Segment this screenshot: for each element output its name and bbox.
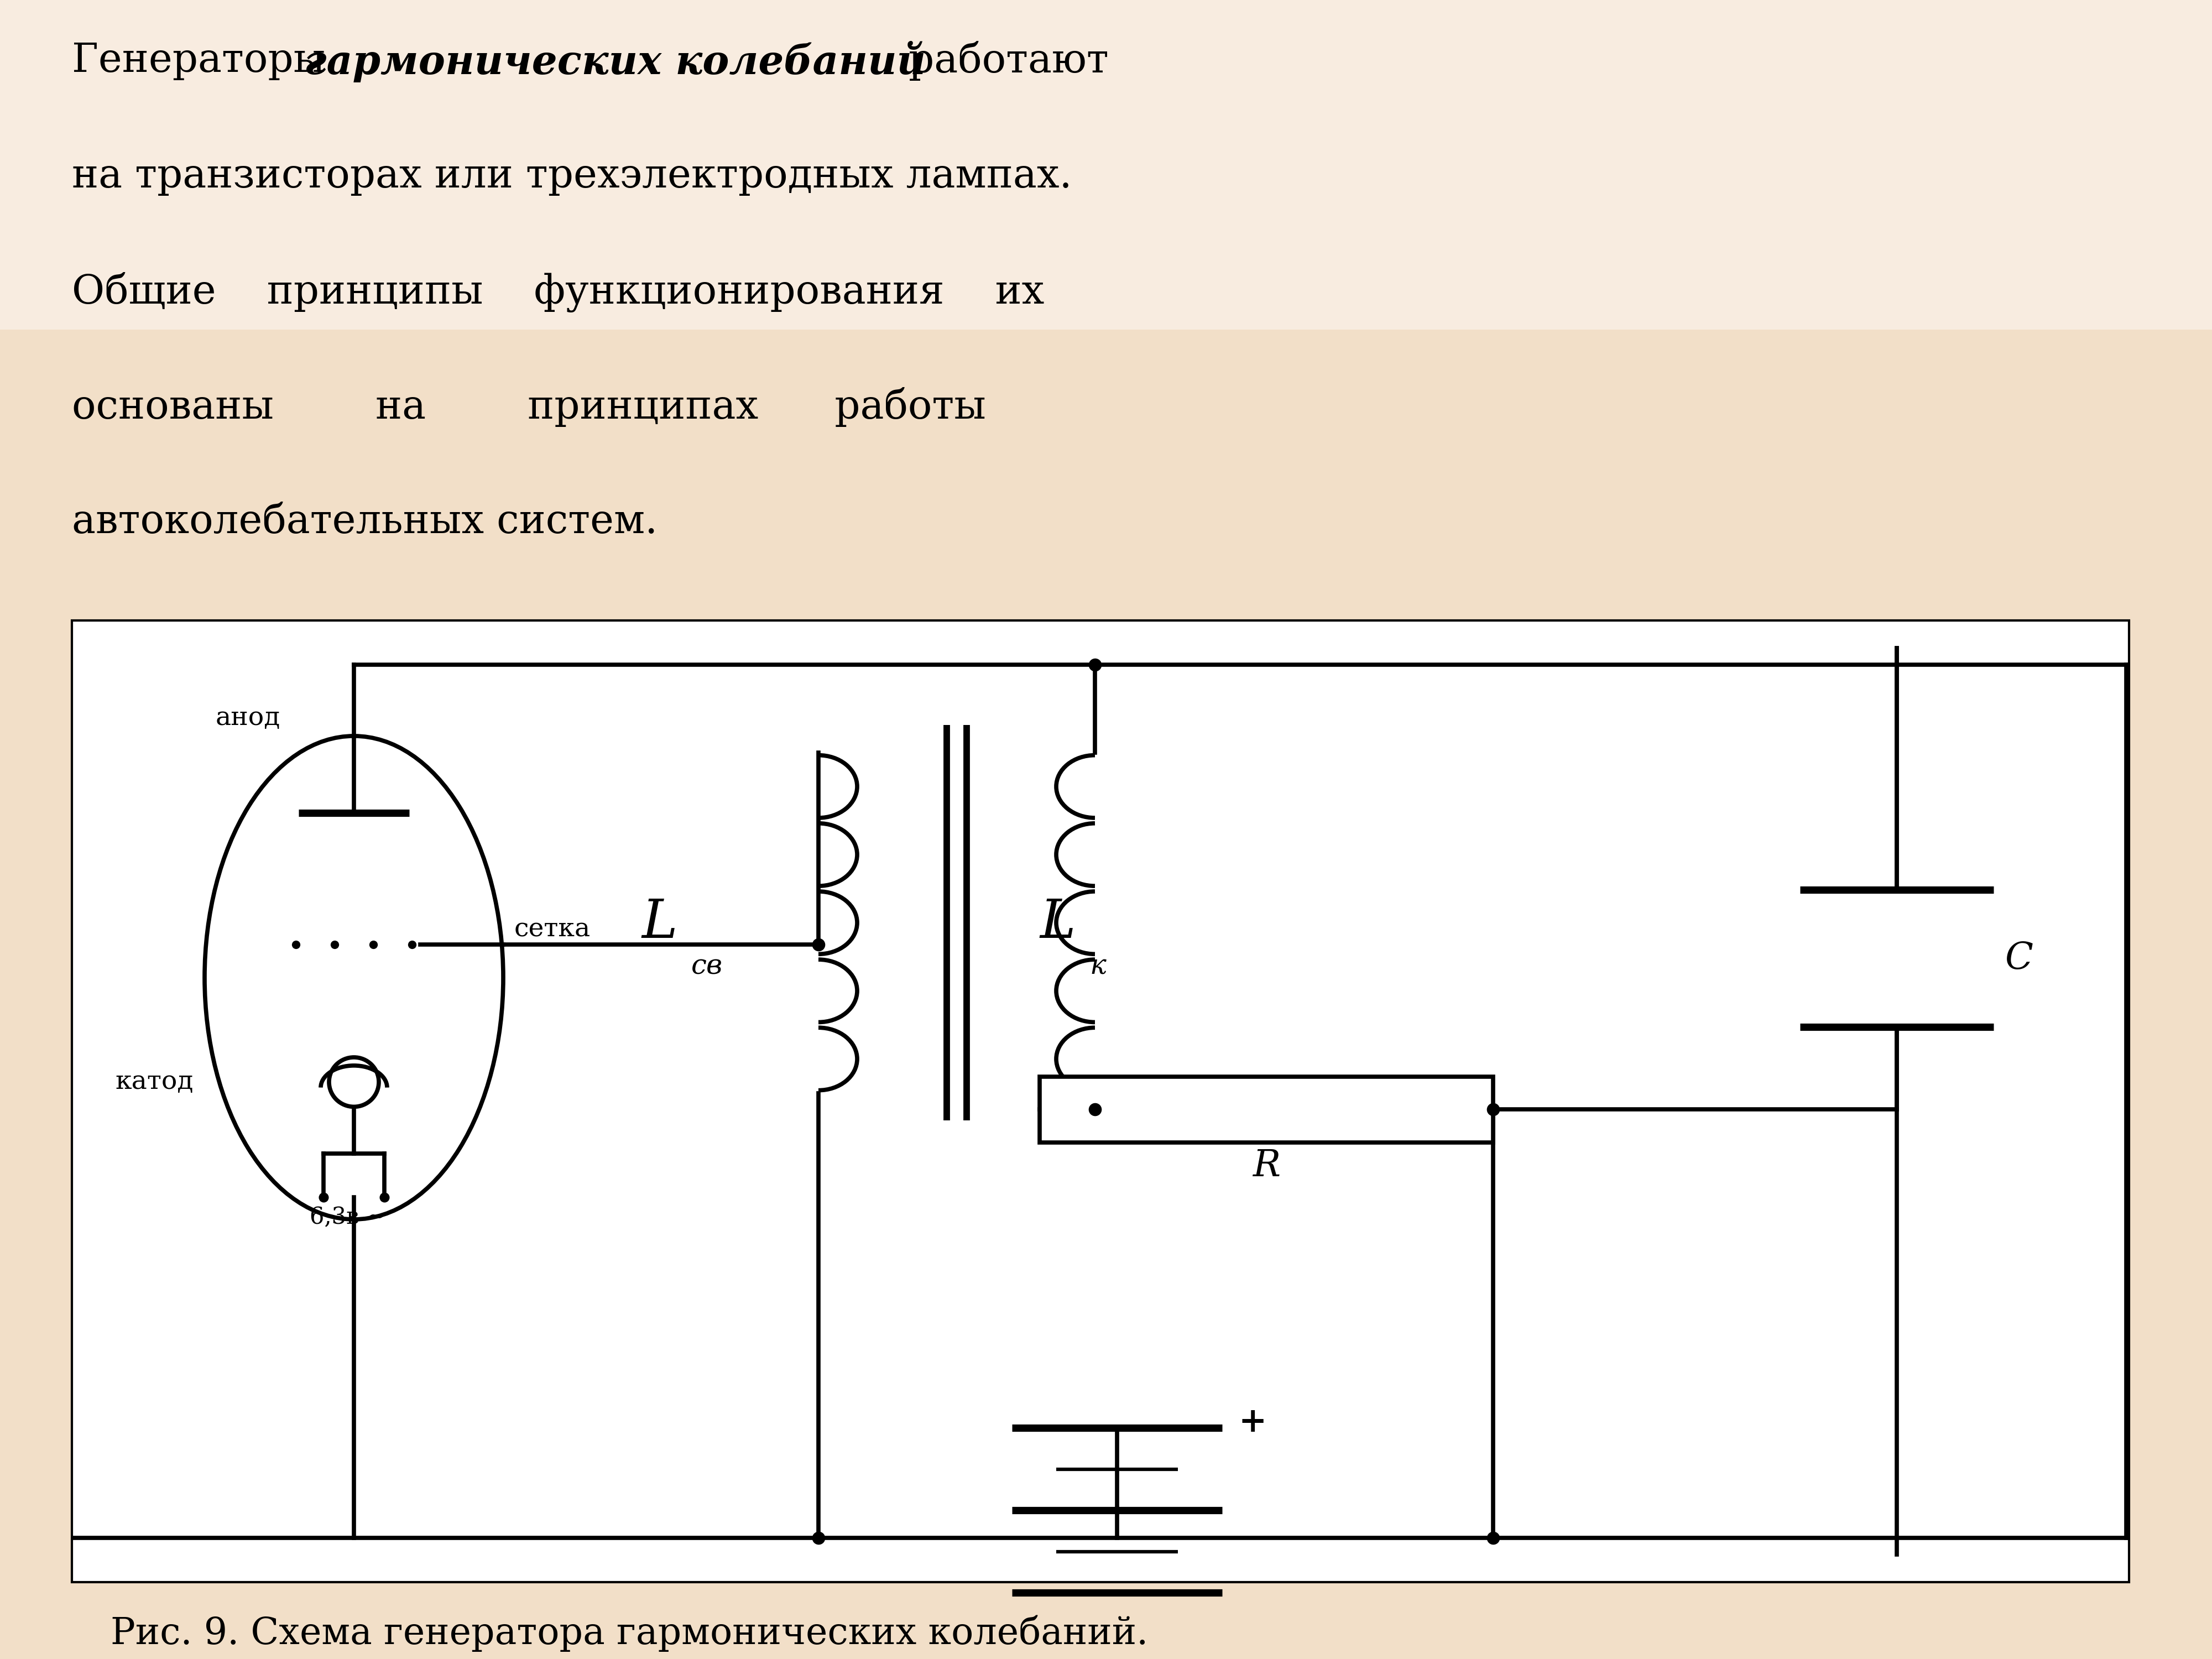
- Text: L: L: [1040, 898, 1075, 949]
- Text: R: R: [1252, 1148, 1281, 1185]
- Text: катод: катод: [115, 1070, 195, 1095]
- Circle shape: [330, 1057, 378, 1107]
- Text: Общие    принципы    функционирования    их: Общие принципы функционирования их: [71, 272, 1044, 312]
- Text: автоколебательных систем.: автоколебательных систем.: [71, 503, 657, 541]
- Text: C: C: [2004, 941, 2033, 977]
- Text: к: к: [1088, 952, 1106, 980]
- Bar: [0, 0, 2212, 330]
- Text: Генераторы: Генераторы: [71, 41, 338, 80]
- Text: работают: работают: [896, 41, 1108, 81]
- Ellipse shape: [204, 737, 504, 1219]
- Bar: [71, 620, 2128, 1583]
- Text: основаны        на        принципах      работы: основаны на принципах работы: [71, 387, 987, 426]
- Text: L: L: [641, 898, 677, 949]
- Text: 6,3в ~: 6,3в ~: [310, 1206, 385, 1229]
- Text: гармонических колебаний: гармонических колебаний: [305, 41, 925, 83]
- Text: +: +: [1239, 1405, 1267, 1438]
- Text: св: св: [690, 952, 723, 980]
- Text: на транзисторах или трехэлектродных лампах.: на транзисторах или трехэлектродных ламп…: [71, 156, 1073, 196]
- Text: сетка: сетка: [513, 917, 591, 942]
- Text: Рис. 9. Схема генератора гармонических колебаний.: Рис. 9. Схема генератора гармонических к…: [111, 1614, 1148, 1652]
- Bar: [1040, 1077, 1493, 1143]
- Text: анод: анод: [217, 705, 281, 730]
